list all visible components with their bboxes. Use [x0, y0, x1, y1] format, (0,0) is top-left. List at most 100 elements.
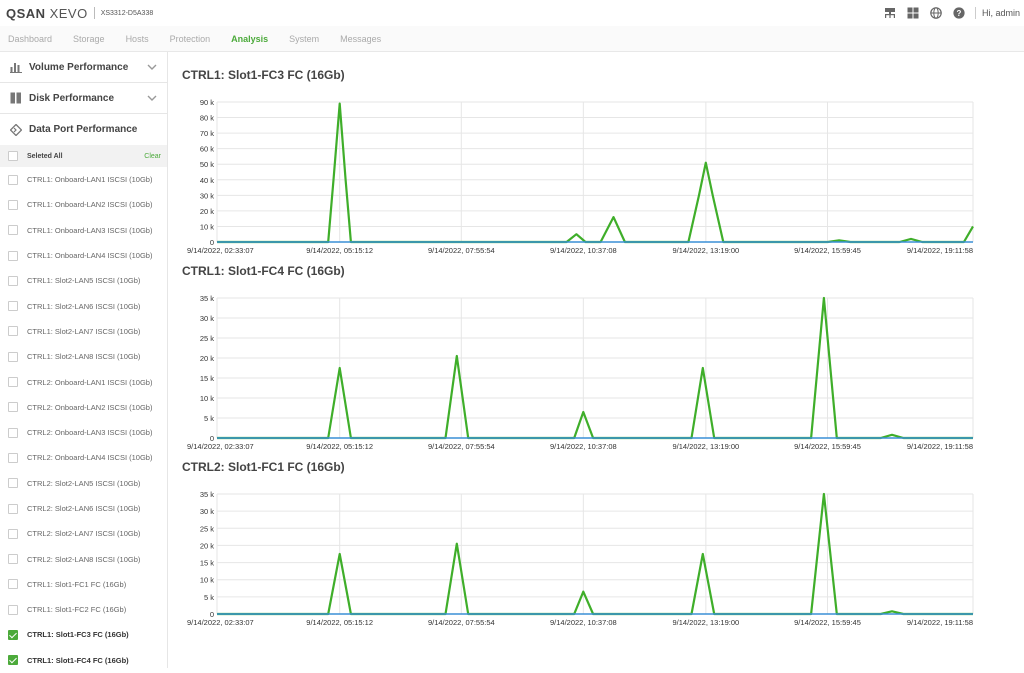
port-item[interactable]: CTRL1: Slot1-FC2 FC (16Gb) [0, 597, 167, 622]
port-item[interactable]: CTRL2: Onboard-LAN3 ISCSI (10Gb) [0, 420, 167, 445]
x-tick-label: 9/14/2022, 19:11:58 [907, 442, 973, 451]
nav-messages[interactable]: Messages [340, 33, 382, 44]
series-line-green [217, 102, 974, 244]
clear-selection-link[interactable]: Clear [144, 152, 161, 160]
nav-dashboard[interactable]: Dashboard [8, 33, 53, 44]
y-tick-label: 20 k [200, 541, 214, 550]
port-checkbox[interactable] [8, 452, 18, 463]
port-checkbox[interactable] [8, 503, 18, 514]
network-icon[interactable] [883, 6, 897, 20]
nav-protection[interactable]: Protection [169, 33, 211, 44]
chevron-down-icon[interactable] [147, 62, 157, 72]
chart-title: CTRL1: Slot1-FC3 FC (16Gb) [182, 68, 345, 82]
port-item[interactable]: CTRL1: Onboard-LAN3 ISCSI (10Gb) [0, 218, 167, 243]
port-item[interactable]: CTRL2: Onboard-LAN1 ISCSI (10Gb) [0, 369, 167, 394]
port-item[interactable]: CTRL2: Slot2-LAN6 ISCSI (10Gb) [0, 496, 167, 521]
port-item[interactable]: CTRL1: Slot1-FC4 FC (16Gb) [0, 648, 167, 673]
y-tick-label: 35 k [200, 294, 214, 303]
volume-performance-section[interactable]: Volume Performance [0, 52, 167, 83]
port-item[interactable]: CTRL2: Onboard-LAN2 ISCSI (10Gb) [0, 395, 167, 420]
x-tick-label: 9/14/2022, 10:37:08 [550, 442, 617, 451]
y-tick-label: 0 [210, 610, 214, 619]
svg-text:?: ? [957, 9, 962, 18]
port-label: CTRL2: Slot2-LAN5 ISCSI (10Gb) [27, 478, 141, 488]
y-tick-label: 10 k [200, 576, 214, 585]
port-item[interactable]: CTRL1: Onboard-LAN2 ISCSI (10Gb) [0, 192, 167, 217]
x-tick-label: 9/14/2022, 05:15:12 [306, 618, 373, 627]
y-tick-label: 50 k [200, 160, 214, 169]
port-item[interactable]: CTRL2: Slot2-LAN7 ISCSI (10Gb) [0, 521, 167, 546]
y-tick-label: 0 [210, 434, 214, 443]
series-line-green [217, 492, 973, 616]
data-port-performance-section[interactable]: Data Port Performance [0, 114, 167, 145]
user-menu[interactable]: Hi, admin [981, 8, 1020, 18]
port-checkbox[interactable] [8, 478, 18, 489]
port-item[interactable]: CTRL2: Slot2-LAN8 ISCSI (10Gb) [0, 546, 167, 571]
x-tick-label: 9/14/2022, 15:59:45 [794, 618, 861, 627]
port-item[interactable]: CTRL2: Slot2-LAN5 ISCSI (10Gb) [0, 471, 167, 496]
x-tick-label: 9/14/2022, 07:55:54 [428, 442, 495, 451]
data-port-icon [10, 123, 22, 136]
port-checkbox[interactable] [8, 427, 18, 438]
x-tick-label: 9/14/2022, 07:55:54 [428, 246, 495, 255]
x-tick-label: 9/14/2022, 19:11:58 [907, 246, 973, 255]
nav-hosts[interactable]: Hosts [125, 33, 149, 44]
grid-icon[interactable] [906, 6, 920, 20]
y-tick-label: 5 k [204, 414, 214, 423]
y-tick-label: 30 k [200, 507, 214, 516]
port-label: CTRL1: Slot1-FC1 FC (16Gb) [27, 579, 127, 589]
x-tick-label: 9/14/2022, 05:15:12 [306, 442, 373, 451]
top-header: QSAN XEVO XS3312-D5A338 ? Hi, admin [0, 0, 1024, 26]
logo-divider [93, 7, 95, 19]
nav-storage[interactable]: Storage [73, 33, 105, 44]
port-checkbox[interactable] [8, 655, 18, 666]
port-checkbox[interactable] [8, 377, 18, 388]
port-label: CTRL1: Slot1-FC4 FC (16Gb) [27, 655, 129, 665]
port-checkbox[interactable] [8, 554, 18, 565]
series-line-green [217, 296, 973, 440]
port-checkbox[interactable] [8, 402, 18, 413]
port-item[interactable]: CTRL1: Slot2-LAN5 ISCSI (10Gb) [0, 268, 167, 293]
line-chart: 0 10 k 20 k 30 k 40 k 50 k 60 k 70 k 80 k 90 k 9/1… [187, 98, 974, 255]
port-checkbox[interactable] [8, 579, 18, 590]
port-checkbox[interactable] [8, 275, 18, 286]
port-item[interactable]: CTRL1: Slot2-LAN7 ISCSI (10Gb) [0, 319, 167, 344]
user-divider [974, 7, 976, 19]
port-checkbox[interactable] [8, 629, 18, 640]
port-checkbox[interactable] [8, 604, 18, 615]
port-item[interactable]: CTRL1: Onboard-LAN1 ISCSI (10Gb) [0, 167, 167, 192]
x-tick-label: 9/14/2022, 02:33:07 [187, 246, 254, 255]
y-tick-label: 40 k [200, 176, 214, 185]
port-item[interactable]: CTRL1: Onboard-LAN4 ISCSI (10Gb) [0, 243, 167, 268]
port-item[interactable]: CTRL1: Slot1-FC3 FC (16Gb) [0, 622, 167, 647]
help-icon[interactable]: ? [952, 6, 966, 20]
x-tick-label: 9/14/2022, 13:19:00 [672, 442, 739, 451]
y-tick-label: 25 k [200, 334, 214, 343]
y-tick-label: 0 [210, 238, 214, 247]
port-label: CTRL1: Slot1-FC3 FC (16Gb) [27, 630, 129, 640]
port-item[interactable]: CTRL1: Slot1-FC1 FC (16Gb) [0, 572, 167, 597]
y-tick-label: 10 k [200, 222, 214, 231]
nav-analysis[interactable]: Analysis [231, 33, 269, 44]
port-checkbox[interactable] [8, 301, 18, 312]
port-label: CTRL2: Onboard-LAN3 ISCSI (10Gb) [27, 428, 153, 438]
port-label: CTRL2: Onboard-LAN1 ISCSI (10Gb) [27, 377, 153, 387]
port-checkbox[interactable] [8, 528, 18, 539]
globe-icon[interactable] [929, 6, 943, 20]
chevron-down-icon[interactable] [147, 93, 157, 103]
x-tick-label: 9/14/2022, 15:59:45 [794, 442, 861, 451]
port-item[interactable]: CTRL1: Slot2-LAN6 ISCSI (10Gb) [0, 293, 167, 318]
port-checkbox[interactable] [8, 225, 18, 236]
y-tick-label: 30 k [200, 314, 214, 323]
port-checkbox[interactable] [8, 250, 18, 261]
disk-performance-section[interactable]: Disk Performance [0, 83, 167, 114]
port-checkbox[interactable] [8, 199, 18, 210]
port-item[interactable]: CTRL2: Onboard-LAN4 ISCSI (10Gb) [0, 445, 167, 470]
port-checkbox[interactable] [8, 351, 18, 362]
port-checkbox[interactable] [8, 326, 18, 337]
app-logo[interactable]: QSAN XEVO [6, 6, 88, 21]
select-all-checkbox[interactable] [8, 151, 18, 161]
nav-system[interactable]: System [289, 33, 320, 44]
port-checkbox[interactable] [8, 174, 18, 185]
port-item[interactable]: CTRL1: Slot2-LAN8 ISCSI (10Gb) [0, 344, 167, 369]
